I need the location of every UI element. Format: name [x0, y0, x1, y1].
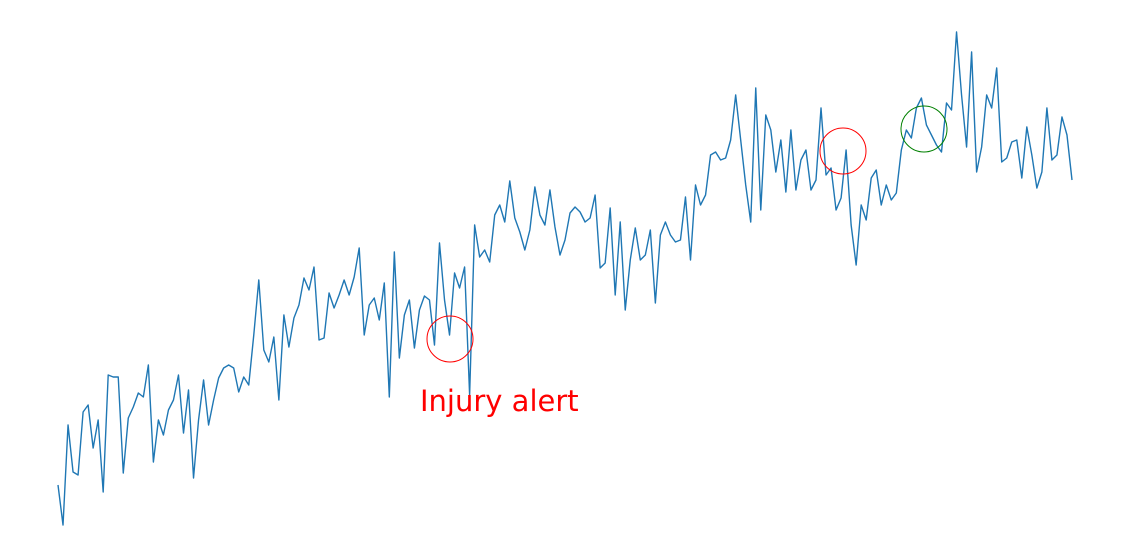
- alert-circle: [426, 315, 474, 363]
- alert-circle: [819, 127, 867, 175]
- annotation: Injury alert: [420, 384, 579, 418]
- recovery-circle: [900, 105, 948, 153]
- data-line: [57, 31, 1073, 526]
